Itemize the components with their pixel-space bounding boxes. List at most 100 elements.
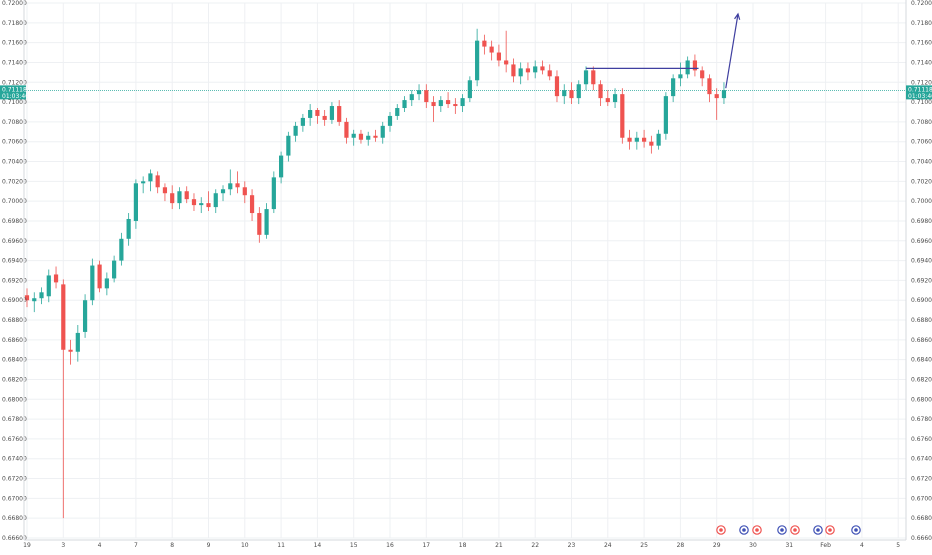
y-tick-label-left: 0.68600 bbox=[2, 337, 27, 344]
x-tick-label: 30 bbox=[749, 542, 757, 549]
candle-up bbox=[380, 125, 385, 138]
candle-up bbox=[460, 98, 465, 107]
price-label-left-price: 0.71118 bbox=[2, 86, 27, 93]
y-tick-label-right: 0.67000 bbox=[911, 495, 932, 502]
candle-up bbox=[75, 332, 80, 352]
candle-up bbox=[518, 68, 523, 77]
candle-up bbox=[119, 238, 124, 261]
y-tick-label-right: 0.70800 bbox=[911, 119, 932, 126]
candle-up bbox=[475, 40, 480, 81]
candle-up bbox=[416, 90, 422, 95]
y-tick-label-right: 0.67600 bbox=[911, 436, 932, 443]
y-tick-label-left: 0.71600 bbox=[2, 40, 27, 47]
y-tick-label-left: 0.67800 bbox=[2, 416, 27, 423]
x-tick-label: 5 bbox=[896, 542, 900, 549]
candle-up bbox=[279, 155, 284, 178]
x-tick-label: 18 bbox=[459, 542, 467, 549]
y-tick-label-right: 0.68000 bbox=[911, 396, 932, 403]
event-marker-icon-dot bbox=[719, 528, 723, 532]
y-tick-label-right: 0.71400 bbox=[911, 59, 932, 66]
y-tick-label-left: 0.67400 bbox=[2, 456, 27, 463]
x-tick-label: 29 bbox=[713, 542, 721, 549]
candle-up bbox=[90, 265, 95, 301]
candle-down bbox=[337, 106, 342, 122]
x-tick-label: 24 bbox=[604, 542, 612, 549]
candle-up bbox=[671, 78, 676, 97]
price-label-right-bg bbox=[906, 85, 932, 100]
candle-up bbox=[685, 60, 690, 75]
candle-down bbox=[249, 195, 255, 214]
candle-up bbox=[286, 135, 291, 156]
event-marker-icon-dot bbox=[742, 528, 746, 532]
x-tick-label: 28 bbox=[677, 542, 685, 549]
y-tick-label-left: 0.71800 bbox=[2, 20, 27, 27]
candle-up bbox=[351, 133, 356, 138]
candle-down bbox=[591, 70, 596, 85]
candle-down bbox=[97, 264, 102, 289]
y-tick-label-right: 0.69200 bbox=[911, 277, 932, 284]
candle-up bbox=[438, 100, 443, 107]
y-tick-label-right: 0.68400 bbox=[911, 357, 932, 364]
candle-up bbox=[409, 94, 414, 101]
y-tick-label-right: 0.70600 bbox=[911, 139, 932, 146]
y-tick-label-left: 0.70400 bbox=[2, 159, 27, 166]
candle-down bbox=[453, 104, 458, 107]
candle-down bbox=[642, 137, 647, 142]
candle-down bbox=[482, 40, 487, 47]
x-tick-label: 21 bbox=[495, 542, 503, 549]
x-tick-label: 3 bbox=[61, 542, 65, 549]
x-tick-label: 16 bbox=[386, 542, 394, 549]
event-marker-icon-dot bbox=[755, 528, 759, 532]
candle-up bbox=[663, 96, 668, 134]
candle-up bbox=[177, 191, 182, 204]
candle-up bbox=[220, 189, 226, 194]
x-tick-label: 15 bbox=[350, 542, 358, 549]
x-tick-label: 11 bbox=[277, 542, 285, 549]
candle-down bbox=[257, 213, 262, 235]
candle-up bbox=[533, 66, 538, 73]
y-tick-label-left: 0.69400 bbox=[2, 258, 27, 265]
x-tick-label: 17 bbox=[422, 542, 430, 549]
candle-down bbox=[504, 60, 509, 65]
y-tick-label-right: 0.67400 bbox=[911, 456, 932, 463]
price-label-left-countdown: 01:03:46 bbox=[2, 93, 29, 100]
candle-down bbox=[598, 84, 603, 99]
candle-up bbox=[271, 177, 276, 210]
candle-down bbox=[61, 284, 66, 350]
candle-down bbox=[373, 135, 378, 138]
x-tick-label: 22 bbox=[531, 542, 539, 549]
grid bbox=[24, 2, 906, 539]
y-tick-label-left: 0.67000 bbox=[2, 495, 27, 502]
y-tick-label-right: 0.68800 bbox=[911, 317, 932, 324]
y-tick-label-right: 0.67200 bbox=[911, 476, 932, 483]
candle-up bbox=[199, 203, 204, 206]
candle-up bbox=[126, 218, 131, 239]
event-marker-icon-dot bbox=[828, 528, 832, 532]
candle-down bbox=[431, 102, 436, 107]
candle-up bbox=[141, 181, 146, 184]
y-tick-label-right: 0.68200 bbox=[911, 376, 932, 383]
x-tick-label: 14 bbox=[314, 542, 322, 549]
candle-down bbox=[358, 133, 364, 140]
x-tick-label: 8 bbox=[170, 542, 174, 549]
candle-down bbox=[53, 274, 59, 283]
y-tick-label-right: 0.70400 bbox=[911, 159, 932, 166]
candle-down bbox=[68, 349, 73, 352]
candle-up bbox=[634, 137, 639, 142]
candle-up bbox=[329, 106, 335, 120]
y-tick-label-right: 0.72000 bbox=[911, 0, 932, 7]
y-tick-label-left: 0.69600 bbox=[2, 238, 27, 245]
candle-down bbox=[554, 76, 560, 97]
candle-down bbox=[242, 187, 247, 196]
y-tick-label-left: 0.67200 bbox=[2, 476, 27, 483]
candle-down bbox=[170, 193, 175, 204]
candle-down bbox=[315, 110, 320, 116]
y-tick-label-right: 0.67800 bbox=[911, 416, 932, 423]
x-tick-label: 31 bbox=[785, 542, 793, 549]
candle-up bbox=[721, 90, 727, 99]
candle-down bbox=[569, 90, 574, 99]
candle-up bbox=[387, 115, 393, 126]
